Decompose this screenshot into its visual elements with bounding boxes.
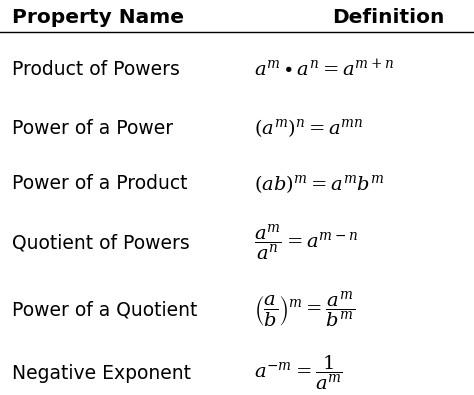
Text: $\dfrac{a^{m}}{a^{n}} = a^{m-n}$: $\dfrac{a^{m}}{a^{n}} = a^{m-n}$ — [254, 223, 357, 263]
Text: Power of a Power: Power of a Power — [12, 119, 173, 138]
Text: Quotient of Powers: Quotient of Powers — [12, 233, 190, 252]
Text: Negative Exponent: Negative Exponent — [12, 364, 191, 383]
Text: $a^{-m} = \dfrac{1}{a^{m}}$: $a^{-m} = \dfrac{1}{a^{m}}$ — [254, 354, 343, 392]
Text: $\left(\dfrac{a}{b}\right)^{m} = \dfrac{a^{m}}{b^{m}}$: $\left(\dfrac{a}{b}\right)^{m} = \dfrac{… — [254, 290, 355, 330]
Text: Product of Powers: Product of Powers — [12, 60, 180, 79]
Text: Definition: Definition — [332, 8, 445, 27]
Text: $a^{m} \bullet a^{n} = a^{m+n}$: $a^{m} \bullet a^{n} = a^{m+n}$ — [254, 58, 394, 80]
Text: Power of a Quotient: Power of a Quotient — [12, 301, 197, 320]
Text: Power of a Product: Power of a Product — [12, 174, 187, 193]
Text: $(ab)^{m} = a^{m}b^{m}$: $(ab)^{m} = a^{m}b^{m}$ — [254, 173, 384, 195]
Text: $(a^{m})^{n} = a^{mn}$: $(a^{m})^{n} = a^{mn}$ — [254, 117, 363, 139]
Text: Property Name: Property Name — [12, 8, 184, 27]
